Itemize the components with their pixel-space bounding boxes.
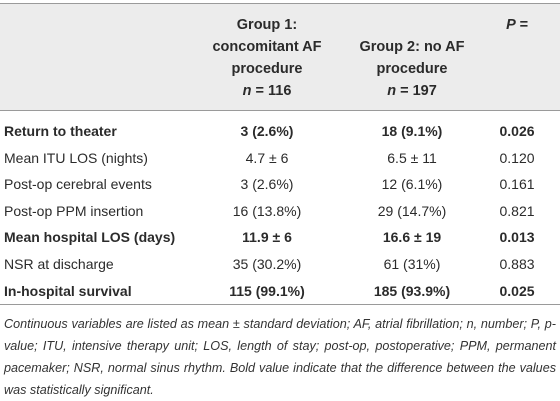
header-line: Group 2: no AF	[359, 39, 465, 55]
cell-value: 12 (6.1%)	[381, 176, 443, 193]
table-rule	[0, 304, 560, 305]
n-label: n	[242, 83, 252, 99]
row-label: Mean ITU LOS (nights)	[4, 149, 148, 166]
header-background	[0, 3, 560, 111]
cell-value: 3 (2.6%)	[240, 176, 294, 193]
n-value: = 197	[400, 83, 437, 99]
header-line: procedure	[231, 61, 303, 77]
cell-value: 61 (31%)	[383, 256, 441, 272]
cell-value: 18 (9.1%)	[381, 123, 443, 139]
row-label: In-hospital survival	[4, 282, 132, 299]
header-n: n = 116	[212, 80, 321, 102]
cell-value: 0.025	[499, 282, 535, 299]
n-value: = 116	[255, 83, 292, 99]
cell-value: 0.026	[499, 123, 535, 139]
cell-value: 16.6 ± 19	[382, 229, 442, 246]
cell-value: 3 (2.6%)	[240, 123, 294, 139]
cell-value: 6.5 ± 11	[387, 149, 437, 166]
cell-value: 11.9 ± 6	[242, 229, 292, 246]
header-cell: Group 2: no AF procedure n = 197	[360, 36, 465, 102]
header-cell: Group 1: concomitant AF procedure n = 116	[212, 14, 321, 102]
cell-value: 0.821	[499, 202, 535, 219]
header-p: P =	[506, 17, 528, 33]
cell-value: 185 (93.9%)	[373, 282, 451, 299]
n-label: n	[387, 83, 397, 99]
row-label: Post-op cerebral events	[4, 176, 152, 193]
header-n: n = 197	[360, 80, 465, 102]
header-line: concomitant AF	[212, 39, 322, 55]
row-label: Return to theater	[4, 123, 117, 139]
header-line: procedure	[376, 61, 448, 77]
cell-value: 115 (99.1%)	[229, 282, 305, 299]
footnote: Continuous variables are listed as mean …	[4, 317, 556, 397]
row-label: Mean hospital LOS (days)	[4, 229, 176, 246]
cell-value: 0.883	[499, 256, 535, 272]
header-line: Group 1:	[236, 17, 298, 33]
row-label: NSR at discharge	[4, 256, 114, 272]
cell-value: 35 (30.2%)	[232, 256, 302, 272]
cell-value: 29 (14.7%)	[377, 202, 447, 219]
cell-value: 0.120	[499, 149, 535, 166]
cell-value: 4.7 ± 6	[245, 149, 289, 166]
row-label: Post-op PPM insertion	[4, 202, 144, 219]
cell-value: 0.161	[499, 176, 535, 193]
cell-value: 0.013	[499, 229, 535, 246]
cell-value: 16 (13.8%)	[232, 202, 302, 219]
